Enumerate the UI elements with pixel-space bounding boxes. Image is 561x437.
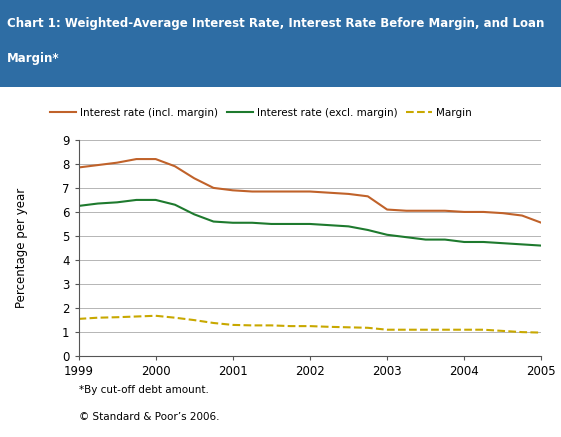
Text: Margin*: Margin* <box>7 52 59 66</box>
Text: Chart 1: Weighted-Average Interest Rate, Interest Rate Before Margin, and Loan: Chart 1: Weighted-Average Interest Rate,… <box>7 17 544 31</box>
Legend: Interest rate (incl. margin), Interest rate (excl. margin), Margin: Interest rate (incl. margin), Interest r… <box>50 108 472 118</box>
Text: © Standard & Poor’s 2006.: © Standard & Poor’s 2006. <box>79 412 219 422</box>
Y-axis label: Percentage per year: Percentage per year <box>15 188 27 308</box>
Text: *By cut-off debt amount.: *By cut-off debt amount. <box>79 385 209 395</box>
